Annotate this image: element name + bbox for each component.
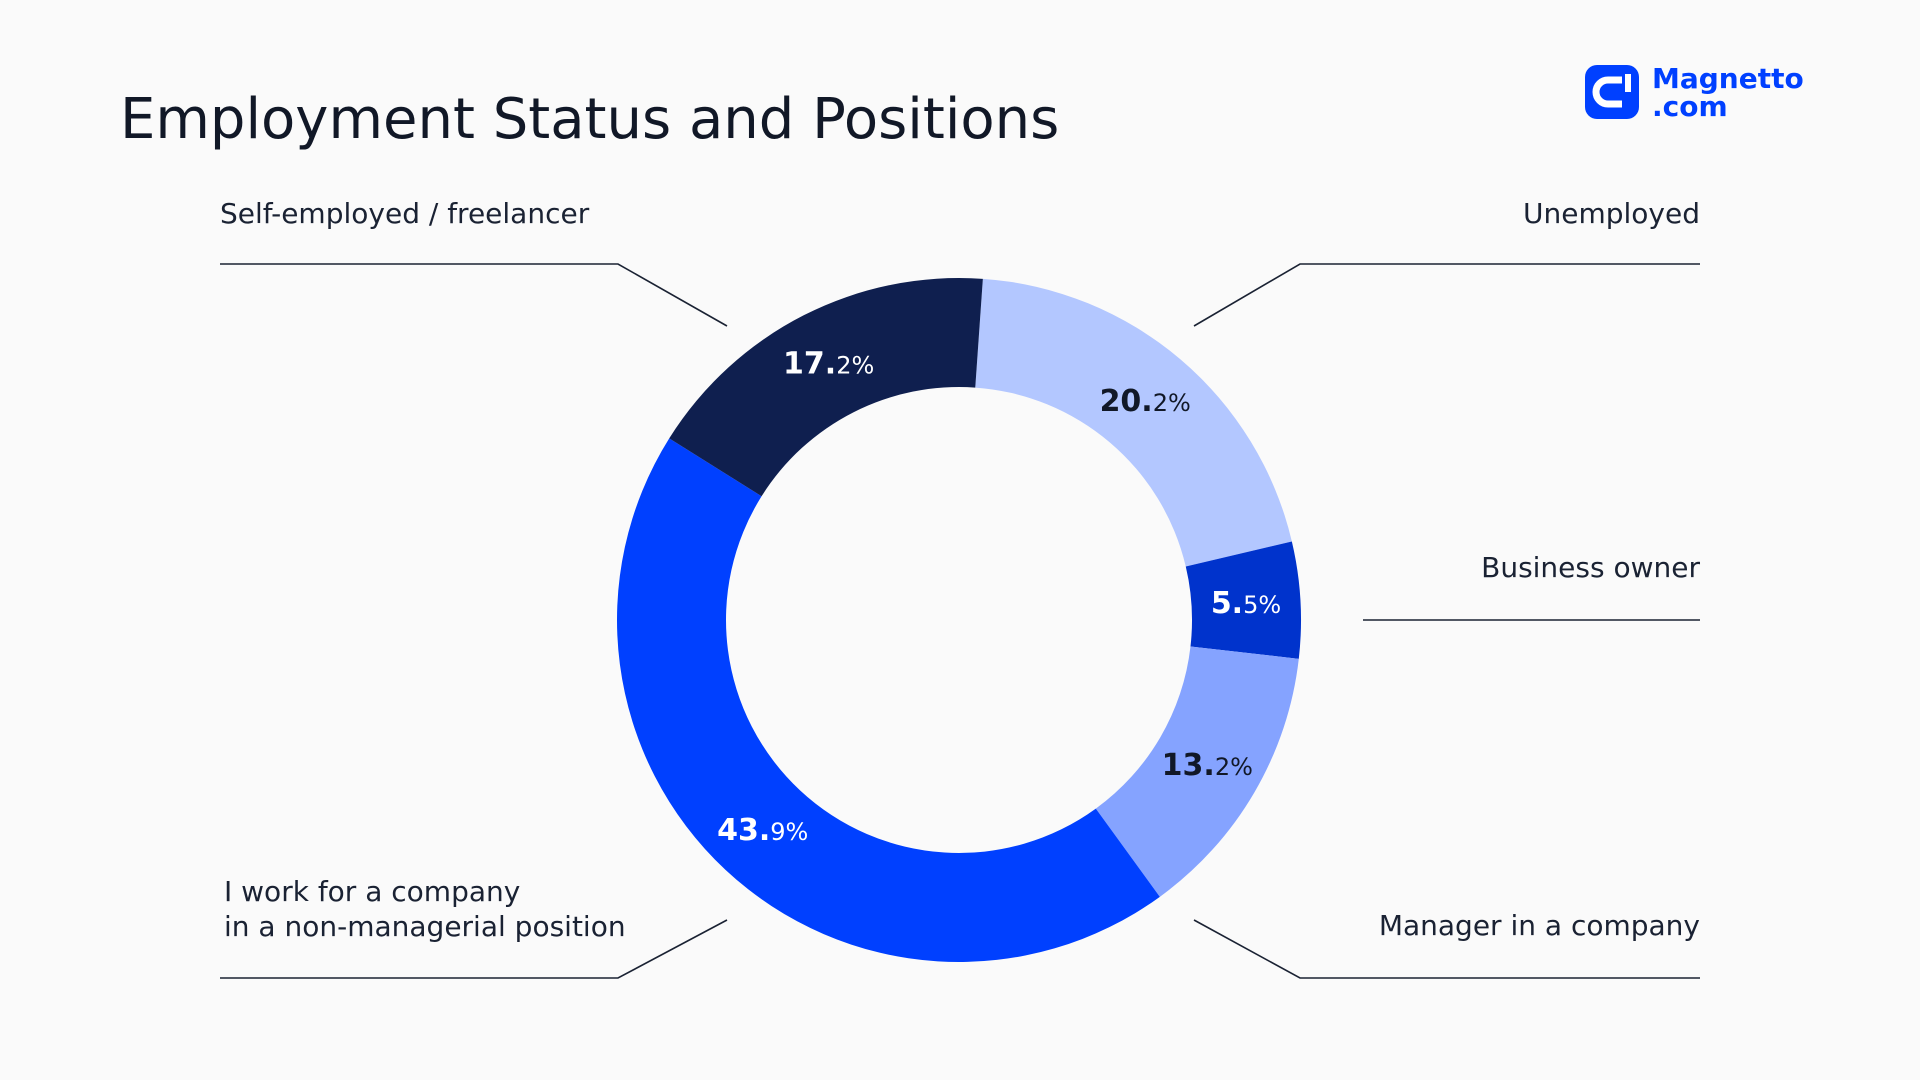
leader-line — [1193, 919, 1700, 979]
leader-line — [1193, 263, 1700, 327]
leader-lines — [220, 263, 1700, 979]
logo-glyph — [1592, 76, 1622, 108]
category-label: Manager in a company — [1378, 909, 1700, 942]
category-label: I work for a company in a non-managerial… — [224, 875, 626, 943]
logo-text: Magnetto — [1652, 62, 1804, 95]
data-label: 17.2% — [783, 347, 874, 382]
logo-text: .com — [1652, 90, 1728, 123]
category-label: Self-employed / freelancer — [220, 197, 590, 230]
data-label: 43.9% — [717, 813, 808, 848]
leader-line — [220, 919, 728, 979]
donut-slice — [669, 278, 983, 497]
data-label: 13.2% — [1162, 748, 1253, 783]
data-label: 20.2% — [1100, 384, 1191, 419]
chart-title: Employment Status and Positions — [120, 87, 1059, 152]
data-label: 5.5% — [1211, 586, 1281, 621]
leader-line — [220, 263, 728, 327]
donut-slice — [616, 438, 1160, 963]
donut-slice — [975, 278, 1292, 567]
donut-slice — [1185, 541, 1301, 659]
category-label: Business owner — [1481, 551, 1700, 584]
category-label: Unemployed — [1523, 197, 1700, 230]
donut-slice — [1095, 646, 1299, 897]
